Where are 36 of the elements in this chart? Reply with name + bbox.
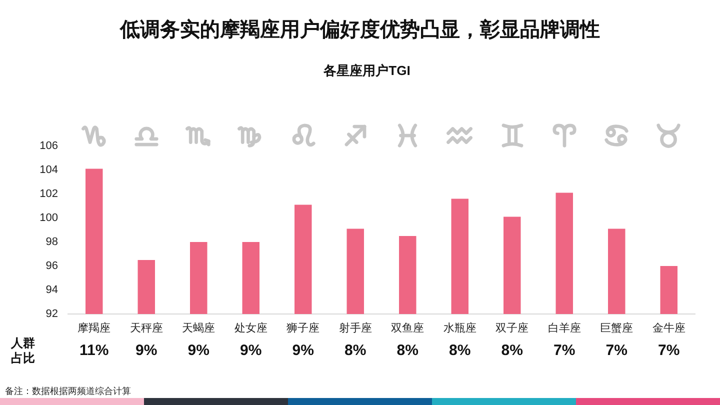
text: 9%	[136, 342, 158, 360]
y-tick-label: 104	[40, 164, 58, 176]
text: 8%	[501, 342, 523, 360]
x-tick-label: 双子座	[496, 322, 529, 335]
text: 7%	[658, 342, 680, 360]
y-tick-label: 96	[46, 260, 58, 272]
text: 9%	[188, 342, 210, 360]
x-tick-label: 射手座	[338, 322, 372, 335]
y-tick-label: 100	[40, 212, 58, 224]
y-tick-label: 102	[40, 188, 58, 200]
text: 7%	[554, 342, 576, 360]
text: 7%	[606, 342, 628, 360]
text: 人群占比	[10, 336, 36, 366]
x-tick-label: 天秤座	[130, 322, 163, 335]
text: 8%	[449, 342, 471, 360]
text: 9%	[240, 342, 262, 360]
text: 9%	[292, 342, 314, 360]
x-tick-label: 摩羯座	[78, 322, 111, 335]
x-tick-label: 双鱼座	[391, 322, 424, 335]
text: 备注：数据根据两频道综合计算	[5, 386, 131, 396]
x-tick-label: 金牛座	[652, 322, 686, 335]
x-tick-label: 巨蟹座	[600, 322, 634, 335]
text: 8%	[344, 342, 366, 360]
chart-title: 低调务实的摩羯座用户偏好度优势凸显，彰显品牌调性	[118, 19, 601, 42]
x-tick-label: 天蝎座	[182, 322, 216, 335]
x-tick-label: 处女座	[234, 322, 268, 335]
chart-subtitle: 各星座用户TGI	[322, 63, 412, 79]
y-tick-label: 92	[46, 308, 58, 320]
text: 11%	[80, 342, 109, 360]
x-tick-label: 狮子座	[286, 322, 320, 335]
x-tick-label: 水瓶座	[443, 322, 476, 335]
text: 8%	[396, 342, 418, 360]
y-tick-label: 98	[46, 236, 58, 248]
y-tick-label: 106	[40, 140, 58, 152]
y-tick-label: 94	[46, 284, 58, 296]
x-tick-label: 白羊座	[548, 322, 581, 335]
